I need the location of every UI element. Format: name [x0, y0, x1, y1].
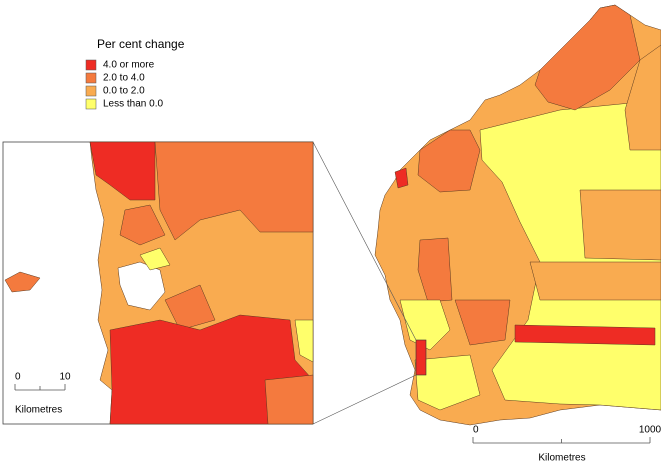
legend-swatch	[85, 59, 97, 71]
connector	[312, 141, 417, 341]
scale-unit: Kilometres	[15, 405, 62, 416]
scale-tick-label: 1000	[639, 425, 661, 436]
legend-swatch	[85, 72, 97, 84]
main-scale-bar: Kilometres 0 1000	[472, 425, 661, 464]
scale-unit: Kilometres	[538, 453, 585, 464]
inset-scale-bar: Kilometres 0 10	[14, 372, 71, 416]
legend-label: Less than 0.0	[103, 99, 163, 110]
scale-tick-label: 10	[59, 372, 71, 383]
legend-title: Per cent change	[97, 37, 185, 51]
scale-tick-label: 0	[15, 372, 21, 383]
inset-map	[2, 141, 314, 425]
connector	[312, 374, 417, 425]
legend-label: 0.0 to 2.0	[103, 86, 145, 97]
main-map	[374, 4, 661, 426]
legend-swatch	[85, 98, 97, 110]
legend-label: 4.0 or more	[103, 60, 155, 71]
scale-tick-label: 0	[473, 425, 479, 436]
legend-label: 2.0 to 4.0	[103, 73, 145, 84]
legend: Per cent change 4.0 or more 2.0 to 4.0 0.0…	[85, 37, 185, 110]
legend-swatch	[85, 85, 97, 97]
